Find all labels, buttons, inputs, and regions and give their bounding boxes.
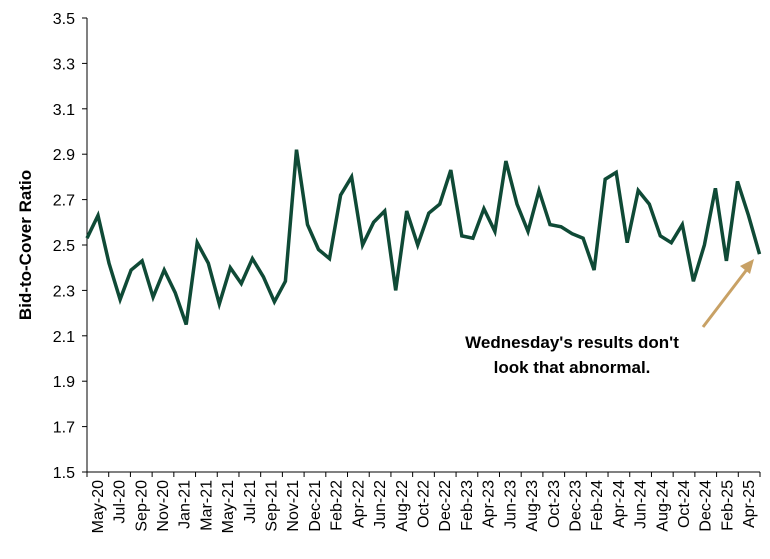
y-tick-label: 2.1 (53, 329, 75, 346)
x-tick-label: Dec-24 (698, 480, 715, 532)
y-tick-label: 3.1 (53, 102, 75, 119)
x-tick-label: Jan-21 (177, 480, 194, 529)
x-tick-label: Feb-25 (719, 480, 736, 531)
x-tick-label: Jul-21 (242, 480, 259, 524)
x-tick-label: Mar-21 (198, 480, 215, 531)
y-tick-label: 2.9 (53, 147, 75, 164)
y-tick-label: 1.9 (53, 374, 75, 391)
x-tick-label: Aug-22 (394, 480, 411, 532)
y-tick-label: 3.5 (53, 11, 75, 28)
y-tick-label: 1.5 (53, 465, 75, 482)
x-tick-label: May-20 (90, 480, 107, 533)
x-tick-label: Jul-20 (112, 480, 129, 524)
x-tick-label: Apr-22 (350, 480, 367, 528)
y-axis-label: Bid-to-Cover Ratio (16, 170, 35, 320)
x-tick-label: Jun-22 (372, 480, 389, 529)
x-tick-label: Jun-24 (633, 480, 650, 529)
x-tick-label: Oct-24 (676, 480, 693, 528)
y-tick-label: 2.7 (53, 193, 75, 210)
x-tick-label: Jun-23 (502, 480, 519, 529)
x-tick-label: Nov-20 (155, 480, 172, 532)
x-tick-label: Oct-23 (546, 480, 563, 528)
annotation-arrow (701, 267, 750, 328)
annotation-line-1: Wednesday's results don't (465, 333, 679, 352)
x-tick-label: Feb-22 (329, 480, 346, 531)
x-tick-label: Sep-21 (264, 480, 281, 532)
y-tick-label: 3.3 (53, 56, 75, 73)
x-tick-label: Aug-24 (654, 480, 671, 532)
y-tick-label: 1.7 (53, 420, 75, 437)
x-tick-label: Dec-22 (437, 480, 454, 532)
x-tick-label: Apr-23 (481, 480, 498, 528)
x-tick-label: Aug-23 (524, 480, 541, 532)
x-tick-label: Apr-25 (741, 480, 758, 528)
annotation-arrow-head (740, 259, 754, 274)
x-tick-label: Oct-22 (416, 480, 433, 528)
y-tick-label: 2.5 (53, 238, 75, 255)
annotation-line-2: look that abnormal. (494, 358, 651, 377)
x-tick-label: Apr-24 (611, 480, 628, 528)
x-tick-label: Sep-20 (133, 480, 150, 532)
y-tick-label: 2.3 (53, 283, 75, 300)
x-tick-label: Feb-24 (589, 480, 606, 531)
x-tick-label: Feb-23 (459, 480, 476, 531)
x-tick-label: Dec-23 (567, 480, 584, 532)
x-tick-label: Dec-21 (307, 480, 324, 532)
x-tick-label: May-21 (220, 480, 237, 533)
x-tick-label: Nov-21 (285, 480, 302, 532)
series-line (85, 149, 762, 326)
